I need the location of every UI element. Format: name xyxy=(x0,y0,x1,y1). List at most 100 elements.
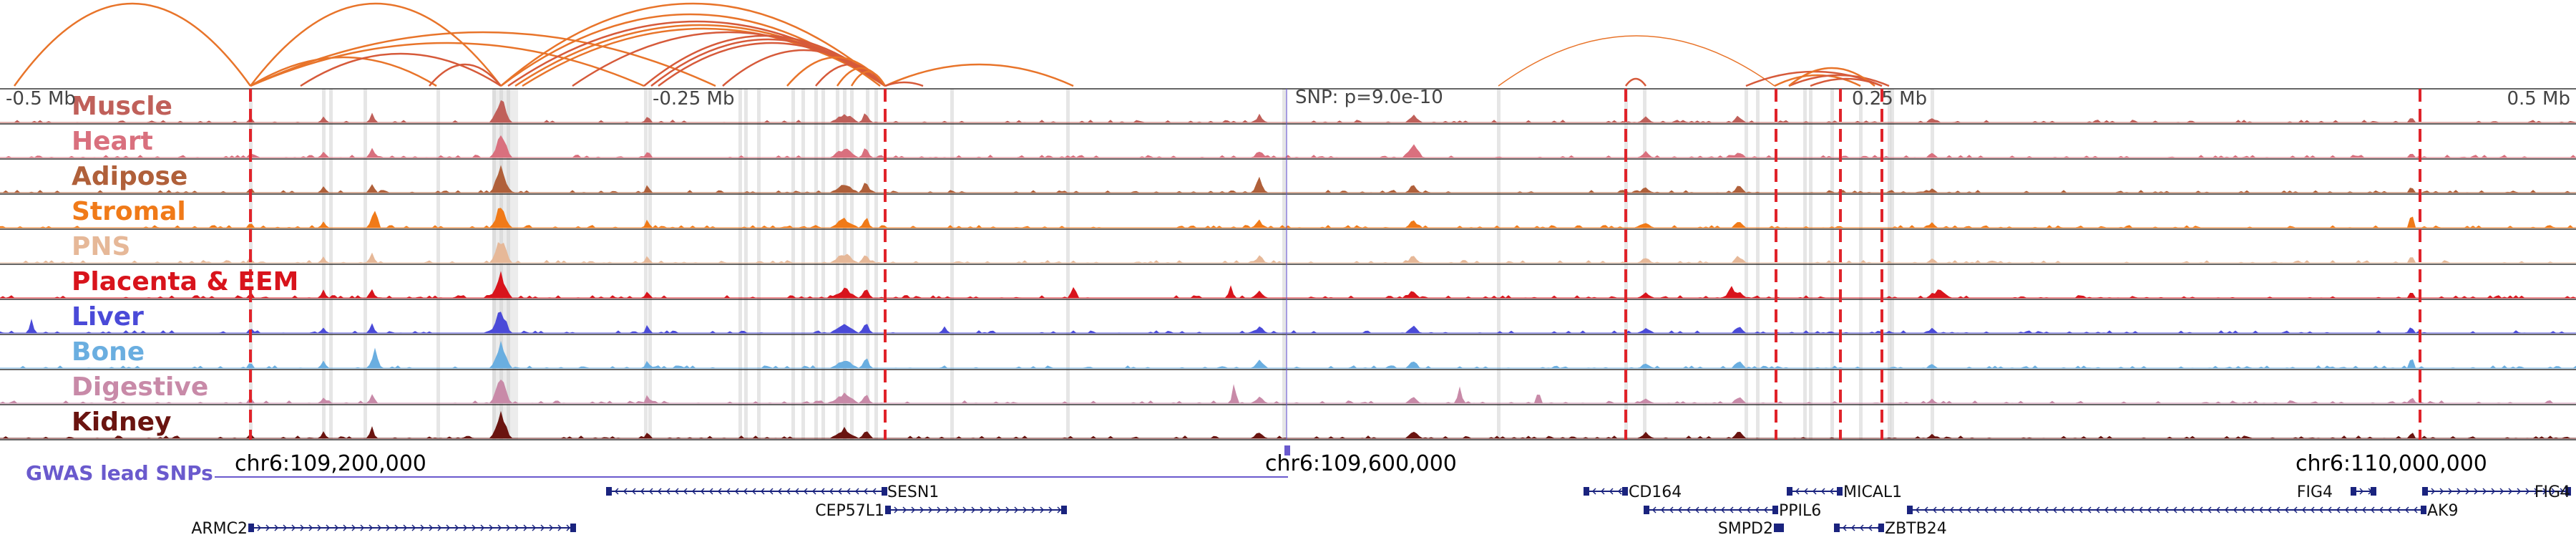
coordinate-label: chr6:110,000,000 xyxy=(2296,451,2487,476)
link-lines xyxy=(249,89,2421,440)
loop-arc xyxy=(722,49,886,87)
gene-strand-arrow xyxy=(1677,506,1682,514)
gene-strand-arrow xyxy=(743,488,748,495)
gene-strand-arrow xyxy=(2474,488,2479,495)
gene-strand-arrow xyxy=(919,506,924,514)
gene-strand-arrow xyxy=(1949,506,1954,514)
loop-arc xyxy=(1498,35,1775,87)
gene-strand-arrow xyxy=(1868,524,1873,531)
track-label: Muscle xyxy=(72,92,172,121)
gene-exon xyxy=(1061,506,1067,514)
gene-strand-arrow xyxy=(2112,506,2117,514)
gene-strand-arrow xyxy=(988,506,993,514)
gene-strand-arrow xyxy=(1600,488,1605,495)
gene-strand-arrow xyxy=(794,488,799,495)
gene-strand-arrow xyxy=(2155,506,2160,514)
gene-strand-arrow xyxy=(506,524,511,531)
gene-strand-arrow xyxy=(2104,506,2109,514)
gene-strand-arrow xyxy=(1720,506,1725,514)
gene-strand-arrow xyxy=(532,524,537,531)
loop-arc xyxy=(1810,77,1883,87)
gene-strand-arrow xyxy=(2396,506,2401,514)
track-signal xyxy=(0,165,2576,193)
gene-exon xyxy=(1878,524,1884,532)
gwas-snp-marker[interactable] xyxy=(1284,445,1290,455)
gene-exon xyxy=(885,506,891,514)
gene-strand-arrow xyxy=(1859,524,1864,531)
gwas-lead-snps-label: GWAS lead SNPs xyxy=(26,461,213,485)
gene-strand-arrow xyxy=(691,488,696,495)
gene-strand-arrow xyxy=(2387,506,2392,514)
gene-strand-arrow xyxy=(257,524,262,531)
gene-strand-arrow xyxy=(2359,488,2364,495)
gene-strand-arrow xyxy=(820,488,825,495)
gene-strand-arrow xyxy=(657,488,662,495)
gene-strand-arrow xyxy=(2069,506,2074,514)
gene-strand-arrow xyxy=(928,506,933,514)
gene-strand-arrow xyxy=(726,488,731,495)
track-signal xyxy=(0,271,2576,298)
gene-strand-arrow xyxy=(394,524,399,531)
gene-strand-arrow xyxy=(1932,506,1937,514)
gene-strand-arrow xyxy=(566,524,571,531)
gene-strand-arrow xyxy=(614,488,619,495)
loop-arc xyxy=(815,63,886,87)
gene-exon xyxy=(2422,487,2428,496)
gene-exon xyxy=(2565,487,2571,496)
track-signal xyxy=(0,100,2576,122)
loop-arcs xyxy=(13,2,1890,87)
track-signal xyxy=(0,410,2576,438)
gene-strand-arrow xyxy=(2181,506,2186,514)
gene-strand-arrow xyxy=(2439,488,2444,495)
gene-strand-arrow xyxy=(760,488,765,495)
loop-arc xyxy=(658,42,886,87)
gene-strand-arrow xyxy=(2370,506,2375,514)
gene-strand-arrow xyxy=(2542,488,2547,495)
gene-strand-arrow xyxy=(1694,506,1699,514)
gene-strand-arrow xyxy=(937,506,942,514)
gene-strand-arrow xyxy=(369,524,374,531)
gene-strand-arrow xyxy=(514,524,519,531)
gene-strand-arrow xyxy=(1057,506,1062,514)
gene-strand-arrow xyxy=(437,524,442,531)
gene-strand-arrow xyxy=(2198,506,2203,514)
gene-strand-arrow xyxy=(2044,506,2049,514)
gene-strand-arrow xyxy=(360,524,365,531)
loop-arc xyxy=(884,63,1074,87)
gene-label: ARMC2 xyxy=(191,520,248,537)
gene-strand-arrow xyxy=(648,488,653,495)
gene-strand-arrow xyxy=(631,488,636,495)
gene-strand-arrow xyxy=(769,488,774,495)
loop-arc xyxy=(429,63,502,87)
gene-strand-arrow xyxy=(2379,506,2384,514)
gene-strand-arrow xyxy=(2009,506,2014,514)
gene-strand-arrow xyxy=(786,488,791,495)
gene-strand-arrow xyxy=(2465,488,2470,495)
gene-strand-arrow xyxy=(557,524,562,531)
gene-strand-arrow xyxy=(1609,488,1614,495)
gene-strand-arrow xyxy=(2293,506,2298,514)
gene-strand-arrow xyxy=(1737,506,1742,514)
gene-strand-arrow xyxy=(1660,506,1665,514)
gene-strand-arrow xyxy=(2517,488,2522,495)
gene-label: SMPD2 xyxy=(1718,520,1773,537)
loop-arc xyxy=(884,81,924,87)
gene-strand-arrow xyxy=(2413,506,2418,514)
gene-exon xyxy=(1774,524,1780,532)
gene-strand-arrow xyxy=(351,524,356,531)
gene-strand-arrow xyxy=(2078,506,2083,514)
loop-arc xyxy=(250,42,645,87)
loop-arc xyxy=(1774,74,1861,87)
loop-arc xyxy=(1788,67,1875,87)
gene-strand-arrow xyxy=(1617,488,1622,495)
gene-strand-arrow xyxy=(1966,506,1971,514)
gene-strand-arrow xyxy=(894,506,899,514)
gene-strand-arrow xyxy=(411,524,416,531)
offset-right-mid: 0.25 Mb xyxy=(1852,88,1927,110)
gene-strand-arrow xyxy=(2001,506,2006,514)
track-label: Bone xyxy=(72,337,145,367)
gene-strand-arrow xyxy=(334,524,339,531)
gene-exon xyxy=(2421,506,2426,514)
